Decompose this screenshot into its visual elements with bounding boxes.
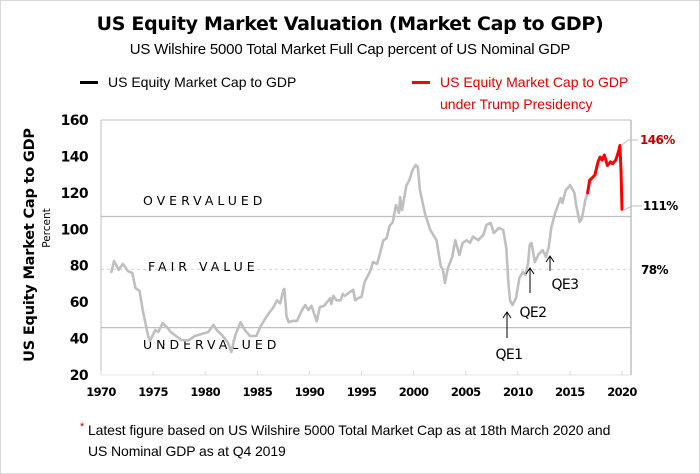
footnote-line-2: US Nominal GDP as at Q4 2019: [88, 443, 286, 459]
label-111-percent: 111%: [643, 199, 678, 213]
y-tick-label-140: 140: [61, 149, 89, 165]
x-tick-label-1995: 1995: [347, 385, 377, 399]
qe2-arrow-head: [525, 267, 535, 275]
qe1-arrow-head: [502, 311, 512, 319]
legend-label-main: US Equity Market Cap to GDP: [108, 74, 297, 90]
x-tick-label-2000: 2000: [399, 385, 429, 399]
y-tick-label-20: 20: [70, 368, 89, 384]
legend-label-trump-line1: US Equity Market Cap to GDP: [440, 74, 629, 90]
undervalued-label: UNDERVALUED: [143, 337, 280, 352]
qe1-label: QE1: [496, 347, 523, 363]
series-line-trump: [586, 144, 624, 211]
fair-value-label: FAIR VALUE: [148, 259, 259, 274]
x-tick-label-2010: 2010: [503, 385, 533, 399]
annotations: QE1 QE2 QE3 146% 111% 78%: [496, 133, 679, 363]
y-tick-label-120: 120: [61, 186, 89, 202]
footnote: * Latest figure based on US Wilshire 500…: [80, 420, 688, 462]
x-tick-label-1970: 1970: [86, 385, 116, 399]
series-lines: [110, 144, 624, 354]
series-line-main: [110, 163, 589, 354]
chart-subtitle: US Wilshire 5000 Total Market Full Cap p…: [129, 41, 571, 58]
x-tick-label-1980: 1980: [190, 385, 220, 399]
x-tick-label-1990: 1990: [295, 385, 325, 399]
connector-111: [623, 205, 642, 211]
x-tick-label-2015: 2015: [555, 385, 585, 399]
connector-146: [621, 139, 638, 146]
legend-label-trump-line2: under Trump Presidency: [440, 96, 593, 112]
x-tick-label-2005: 2005: [451, 385, 481, 399]
legend-swatch-red: [412, 81, 430, 84]
reference-lines: OVERVALUED FAIR VALUE UNDERVALUED: [101, 193, 631, 352]
x-tick-label-1985: 1985: [242, 385, 272, 399]
x-tick-label-2020: 2020: [607, 385, 637, 399]
label-146-percent: 146%: [640, 133, 675, 147]
y-tick-label-100: 100: [61, 222, 89, 238]
y-tick-label-60: 60: [70, 295, 89, 311]
y-tick-label-40: 40: [70, 332, 89, 348]
qe3-label: QE3: [552, 277, 579, 293]
overvalued-label: OVERVALUED: [143, 193, 266, 208]
chart-title: US Equity Market Valuation (Market Cap t…: [96, 13, 604, 35]
footnote-marker: *: [80, 421, 85, 433]
legend-swatch-black: [80, 81, 98, 84]
footnote-line-1: Latest figure based on US Wilshire 5000 …: [88, 422, 611, 438]
axes: 20 40 60 80 100 120 140 160 1970 1975 1980 1985 1990…: [61, 113, 638, 399]
qe3-arrow-head: [545, 255, 555, 263]
x-tick-label-1975: 1975: [138, 385, 168, 399]
qe2-label: QE2: [520, 305, 547, 321]
y-tick-label-80: 80: [70, 259, 89, 275]
y-tick-label-160: 160: [61, 113, 89, 129]
label-78-percent: 78%: [641, 263, 668, 277]
